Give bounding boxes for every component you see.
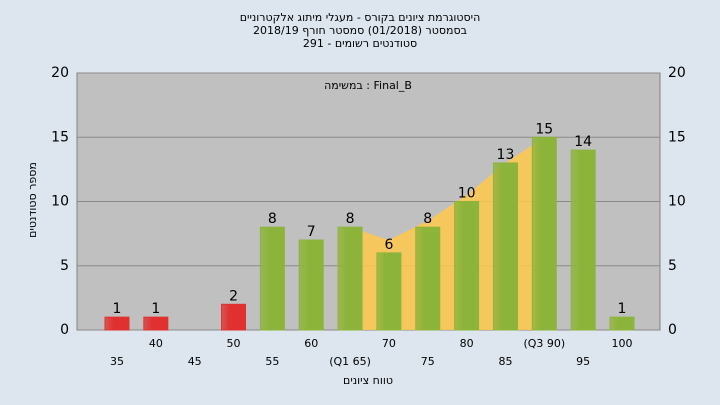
bar <box>531 136 557 331</box>
data-label: 2 <box>229 288 238 304</box>
bar <box>221 303 247 331</box>
bar <box>259 226 285 331</box>
x-tick-label: 45 <box>188 355 202 368</box>
bar <box>104 316 130 331</box>
data-label: 8 <box>423 211 432 227</box>
x-tick-label: 60 <box>304 337 318 350</box>
y-tick-label: 10 <box>51 194 69 210</box>
y-axis-label: מספר סטודנטים <box>26 162 39 238</box>
y-tick-label: 15 <box>51 129 69 145</box>
data-label: 13 <box>497 147 515 163</box>
data-label: 15 <box>535 121 553 137</box>
bar <box>143 316 169 331</box>
bar <box>298 239 324 331</box>
y2-tick-label: 20 <box>668 65 686 81</box>
y2-tick-label: 0 <box>668 322 677 338</box>
x-tick-label: 50 <box>227 337 241 350</box>
x-tick-label: (Q3 90) <box>523 337 565 350</box>
x-tick-label: 40 <box>149 337 163 350</box>
x-tick-label: 35 <box>110 355 124 368</box>
x-tick-label: 70 <box>382 337 396 350</box>
data-label: 1 <box>618 301 627 317</box>
data-label: 10 <box>458 186 476 202</box>
chart-subtitle: סטודנטים רשומים - 291 <box>303 37 417 50</box>
data-label: 14 <box>574 134 592 150</box>
x-tick-label: 75 <box>421 355 435 368</box>
bar <box>415 226 441 331</box>
x-axis-label: טווח ציונים <box>343 374 393 387</box>
x-tick-label: 85 <box>498 355 512 368</box>
y-tick-label: 20 <box>51 65 69 81</box>
chart-title: היסטוגרמת ציונים בקורס - מעגלי מיתוג אלק… <box>240 11 481 24</box>
x-tick-label: 100 <box>612 337 633 350</box>
data-label: 8 <box>346 211 355 227</box>
y-tick-label: 0 <box>60 322 69 338</box>
data-label: 7 <box>307 224 316 240</box>
data-label: 1 <box>113 301 122 317</box>
bar <box>492 162 518 331</box>
data-label: 6 <box>384 237 393 253</box>
x-tick-label: 55 <box>265 355 279 368</box>
bar <box>376 252 402 331</box>
x-tick-label: 80 <box>460 337 474 350</box>
y2-tick-label: 5 <box>668 258 677 274</box>
annotation: במשימה : Final_B <box>324 79 412 92</box>
bar <box>454 201 480 331</box>
data-label: 8 <box>268 211 277 227</box>
chart-subtitle: בסמסטר (01/2018) סמסטר חורף 2018/19 <box>253 24 467 37</box>
bar <box>609 316 635 331</box>
bar <box>570 149 596 331</box>
bar <box>337 226 363 331</box>
x-tick-label: 95 <box>576 355 590 368</box>
y-tick-label: 5 <box>60 258 69 274</box>
x-tick-label: (Q1 65) <box>329 355 371 368</box>
data-label: 1 <box>151 301 160 317</box>
y2-tick-label: 15 <box>668 129 686 145</box>
y2-tick-label: 10 <box>668 194 686 210</box>
